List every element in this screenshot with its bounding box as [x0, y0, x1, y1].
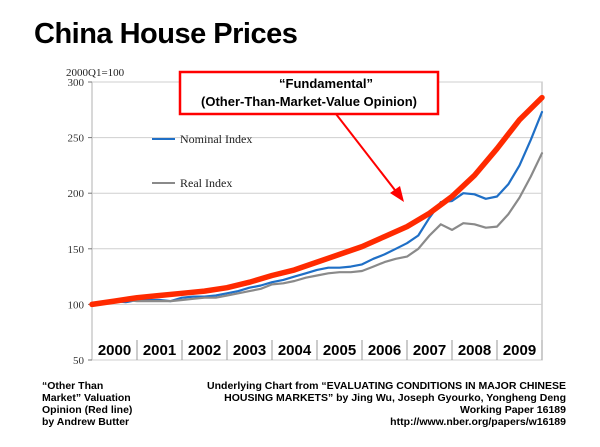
valuation-opinion-note: “Other Than Market” Valuation Opinion (R… — [42, 380, 162, 428]
note-left-line: by Andrew Butter — [42, 416, 130, 428]
annotation-arrow-line — [335, 113, 399, 195]
year-label: 2005 — [323, 342, 356, 359]
year-label: 2004 — [278, 342, 312, 359]
series-layer — [89, 94, 545, 308]
year-label: 2003 — [233, 342, 266, 359]
y-tick-label: 250 — [68, 133, 85, 145]
legend-label-nominal: Nominal Index — [180, 132, 252, 146]
unit-label: 2000Q1=100 — [66, 67, 125, 79]
fundamental-annotation: “Fundamental” (Other-Than-Market-Value O… — [178, 70, 440, 202]
note-left-line: Opinion (Red line) — [42, 404, 133, 416]
annotation-box — [178, 70, 440, 116]
year-label: 2001 — [143, 342, 176, 359]
annotation-line-2: (Other-Than-Market-Value Opinion) — [201, 94, 417, 109]
annotation-line-1: “Fundamental” — [279, 76, 373, 91]
y-tick-label: 200 — [68, 188, 85, 200]
year-label: 2006 — [368, 342, 401, 359]
y-tick-label: 50 — [73, 355, 85, 367]
y-tick-label: 300 — [68, 77, 85, 89]
year-label: 2009 — [503, 342, 536, 359]
fundamental-line — [89, 94, 545, 308]
citation-line: HOUSING MARKETS” by Jing Wu, Joseph Gyou… — [224, 392, 566, 404]
citation-line: Underlying Chart from “EVALUATING CONDIT… — [207, 380, 566, 392]
legend: Nominal Index Real Index — [152, 132, 252, 190]
year-label: 2007 — [413, 342, 446, 359]
year-label: 2002 — [188, 342, 221, 359]
y-axis-ticks: 50 100 150 200 250 300 — [68, 77, 92, 367]
plot-area — [91, 81, 543, 361]
real-index-line — [90, 152, 544, 306]
note-left-line: “Other Than — [42, 380, 104, 392]
year-label-band: 2000 2001 2002 2003 2004 2005 2006 2007 2008 2009 — [98, 340, 543, 360]
annotation-arrow-head — [390, 186, 404, 202]
y-tick-label: 100 — [68, 299, 85, 311]
y-tick-label: 150 — [68, 244, 85, 256]
citation-line: http://www.nber.org/papers/w16189 — [390, 416, 566, 428]
note-left-line: Market” Valuation — [42, 392, 131, 404]
year-label: 2000 — [98, 342, 131, 359]
plot-frame — [91, 81, 543, 361]
citation-line: Working Paper 16189 — [459, 404, 566, 416]
year-label: 2008 — [458, 342, 491, 359]
source-citation: Underlying Chart from “EVALUATING CONDIT… — [207, 380, 566, 428]
slide-title: China House Prices — [34, 18, 298, 50]
legend-label-real: Real Index — [180, 176, 232, 190]
